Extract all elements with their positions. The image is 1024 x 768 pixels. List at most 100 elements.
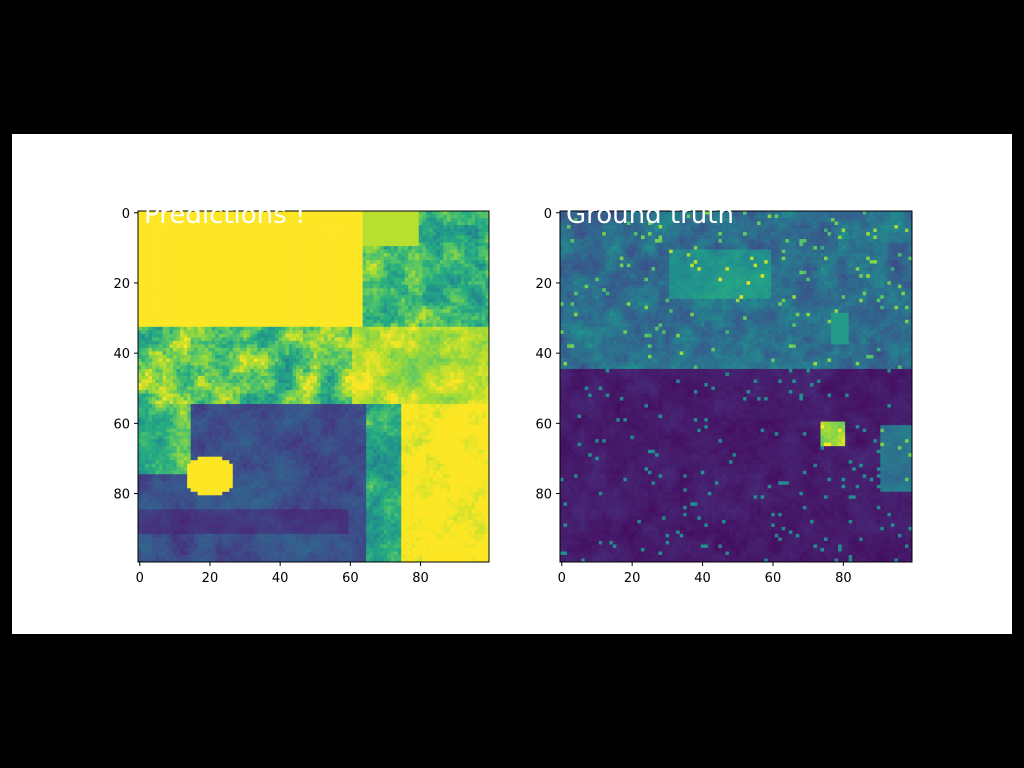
heatmap-cell <box>331 369 335 373</box>
heatmap-cell <box>222 369 226 373</box>
heatmap-cell <box>292 376 296 380</box>
heatmap-cell <box>338 271 342 275</box>
heatmap-cell <box>229 253 233 257</box>
heatmap-cell <box>310 218 314 222</box>
heatmap-cell <box>191 243 195 247</box>
heatmap-cell <box>433 253 437 257</box>
heatmap-cell <box>401 365 405 369</box>
heatmap-cell <box>482 257 486 261</box>
heatmap-cell <box>352 330 356 334</box>
heatmap-cell <box>405 211 409 215</box>
heatmap-cell <box>142 250 146 254</box>
heatmap-cell <box>317 323 321 327</box>
heatmap-cell <box>215 299 219 303</box>
heatmap-cell <box>229 274 233 278</box>
heatmap-cell <box>373 246 377 250</box>
heatmap-cell <box>415 299 419 303</box>
heatmap-cell <box>278 355 282 359</box>
heatmap-cell <box>394 316 398 320</box>
heatmap-cell <box>447 337 451 341</box>
heatmap-cell <box>461 229 465 233</box>
heatmap-cell <box>405 320 409 324</box>
heatmap-cell <box>254 330 258 334</box>
heatmap-cell <box>138 281 142 285</box>
heatmap-cell <box>482 306 486 310</box>
heatmap-cell <box>285 327 289 331</box>
heatmap-cell <box>478 362 482 366</box>
heatmap-cell <box>457 383 461 387</box>
heatmap-cell <box>394 239 398 243</box>
heatmap-cell <box>447 232 451 236</box>
heatmap-cell <box>359 334 363 338</box>
heatmap-cell <box>268 348 272 352</box>
heatmap-cell <box>303 365 307 369</box>
heatmap-cell <box>324 302 328 306</box>
heatmap-cell <box>356 306 360 310</box>
heatmap-cell <box>447 320 451 324</box>
heatmap-cell <box>345 232 349 236</box>
heatmap-cell <box>461 379 465 383</box>
heatmap-cell <box>335 379 339 383</box>
heatmap-cell <box>412 306 416 310</box>
heatmap-cell <box>194 302 198 306</box>
heatmap-cell <box>342 355 346 359</box>
heatmap-cell <box>306 253 310 257</box>
heatmap-cell <box>373 355 377 359</box>
heatmap-cell <box>478 253 482 257</box>
heatmap-cell <box>433 309 437 313</box>
heatmap-cell <box>468 337 472 341</box>
heatmap-cell <box>268 369 272 373</box>
heatmap-cell <box>475 271 479 275</box>
heatmap-cell <box>408 232 412 236</box>
heatmap-cell <box>370 337 374 341</box>
heatmap-cell <box>377 229 381 233</box>
heatmap-cell <box>335 330 339 334</box>
heatmap-cell <box>401 299 405 303</box>
heatmap-cell <box>254 334 258 338</box>
heatmap-cell <box>398 211 402 215</box>
heatmap-cell <box>475 355 479 359</box>
heatmap-cell <box>163 243 167 247</box>
heatmap-cell <box>187 285 191 289</box>
heatmap-cell <box>328 218 332 222</box>
heatmap-cell <box>426 218 430 222</box>
heatmap-cell <box>412 264 416 268</box>
heatmap-cell <box>370 278 374 282</box>
heatmap-cell <box>422 285 426 289</box>
heatmap-cell <box>359 267 363 271</box>
heatmap-cell <box>285 351 289 355</box>
heatmap-cell <box>450 264 454 268</box>
heatmap-cell <box>394 355 398 359</box>
heatmap-cell <box>461 264 465 268</box>
heatmap-cell <box>314 334 318 338</box>
heatmap-cell <box>363 225 367 229</box>
heatmap-cell <box>201 264 205 268</box>
heatmap-cell <box>233 281 237 285</box>
heatmap-cell <box>366 337 370 341</box>
heatmap-cell <box>156 288 160 292</box>
heatmap-cell <box>324 299 328 303</box>
heatmap-cell <box>163 260 167 264</box>
heatmap-cell <box>306 309 310 313</box>
heatmap-cell <box>454 218 458 222</box>
heatmap-cell <box>447 281 451 285</box>
heatmap-cell <box>285 376 289 380</box>
heatmap-cell <box>149 271 153 275</box>
heatmap-cell <box>345 334 349 338</box>
heatmap-cell <box>303 243 307 247</box>
heatmap-cells <box>138 211 489 562</box>
heatmap-cell <box>471 306 475 310</box>
heatmap-cell <box>226 281 230 285</box>
heatmap-cell <box>422 295 426 299</box>
heatmap-cell <box>475 292 479 296</box>
heatmap-cell <box>401 348 405 352</box>
heatmap-cell <box>468 232 472 236</box>
heatmap-cell <box>380 299 384 303</box>
heatmap-cell <box>454 260 458 264</box>
heatmap-cell <box>436 292 440 296</box>
heatmap-cell <box>233 306 237 310</box>
heatmap-cell <box>250 278 254 282</box>
heatmap-cell <box>377 372 381 376</box>
heatmap-cell <box>138 215 142 219</box>
heatmap-cell <box>443 330 447 334</box>
